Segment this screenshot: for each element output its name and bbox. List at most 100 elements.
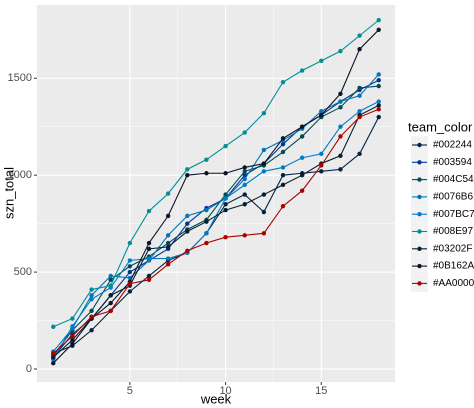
point	[185, 248, 190, 253]
series-line	[52, 74, 380, 352]
point	[108, 293, 113, 298]
series-line	[53, 116, 380, 355]
point	[89, 314, 94, 319]
legend-label: #007BC7	[433, 209, 474, 220]
point	[89, 297, 94, 302]
point	[376, 107, 381, 112]
point	[261, 209, 267, 215]
point	[319, 112, 324, 118]
point	[127, 281, 133, 286]
point	[338, 48, 343, 54]
point	[319, 163, 324, 168]
point	[376, 78, 381, 83]
point	[223, 207, 228, 213]
point	[376, 27, 381, 33]
legend-label: #002244	[433, 140, 472, 151]
point	[357, 33, 362, 38]
point	[357, 114, 362, 120]
legend-point	[417, 229, 422, 234]
point	[108, 308, 113, 314]
y-tick-label: 500	[14, 266, 32, 278]
legend-label: #003594	[433, 157, 472, 168]
point	[242, 182, 247, 188]
point	[357, 93, 362, 98]
point	[338, 134, 343, 139]
point	[299, 155, 305, 160]
legend-point	[417, 281, 422, 286]
point	[146, 277, 152, 283]
point	[261, 147, 267, 153]
point	[338, 91, 343, 96]
point	[223, 202, 228, 207]
point	[338, 99, 343, 104]
point	[376, 99, 381, 104]
point	[204, 207, 209, 213]
point	[319, 109, 324, 114]
legend-point	[417, 177, 422, 182]
point	[127, 258, 133, 263]
legend-point	[417, 246, 422, 251]
point	[165, 256, 171, 261]
point	[165, 240, 171, 246]
point	[89, 308, 94, 314]
point	[242, 130, 247, 135]
point	[165, 213, 171, 219]
series-line	[52, 104, 379, 358]
point	[127, 240, 133, 246]
point	[185, 172, 190, 178]
point	[223, 192, 228, 197]
point	[223, 171, 228, 176]
y-tick-label: 1000	[8, 169, 32, 181]
point	[185, 229, 190, 234]
point	[51, 355, 56, 360]
point	[338, 105, 343, 110]
y-tick-label: 0	[26, 363, 32, 375]
x-tick-label: 10	[219, 385, 231, 397]
point	[204, 231, 209, 236]
point	[146, 256, 152, 261]
panel	[37, 5, 395, 382]
point	[165, 191, 171, 196]
point	[357, 46, 362, 52]
point	[89, 287, 94, 292]
point	[280, 79, 286, 85]
point	[299, 134, 305, 139]
legend-point	[417, 263, 422, 269]
point	[299, 172, 305, 178]
point	[223, 235, 228, 240]
series-line	[52, 85, 379, 356]
point	[280, 172, 286, 178]
point	[338, 124, 343, 129]
point	[127, 289, 133, 294]
point	[338, 167, 343, 172]
point	[357, 85, 362, 91]
point	[280, 149, 286, 155]
point	[89, 293, 94, 298]
point	[204, 219, 209, 224]
point	[165, 233, 171, 238]
point	[376, 72, 381, 77]
point	[223, 196, 228, 201]
legend-label: #004C54	[433, 174, 474, 185]
x-tick-label: 5	[127, 385, 133, 397]
point	[242, 192, 247, 197]
point	[280, 141, 286, 147]
point	[108, 283, 113, 288]
point	[242, 176, 247, 182]
point	[357, 109, 362, 114]
point	[204, 240, 209, 246]
point	[146, 273, 152, 279]
point	[146, 240, 152, 246]
point	[242, 202, 247, 207]
point	[51, 351, 56, 356]
point	[127, 264, 133, 269]
point	[89, 328, 94, 333]
point	[70, 316, 75, 321]
point	[376, 103, 381, 108]
point	[280, 165, 286, 170]
point	[261, 231, 267, 236]
legend-title: team_color	[408, 119, 473, 134]
point	[280, 136, 286, 141]
legend-point	[417, 142, 422, 148]
legend-label: #0076B6	[433, 192, 473, 203]
